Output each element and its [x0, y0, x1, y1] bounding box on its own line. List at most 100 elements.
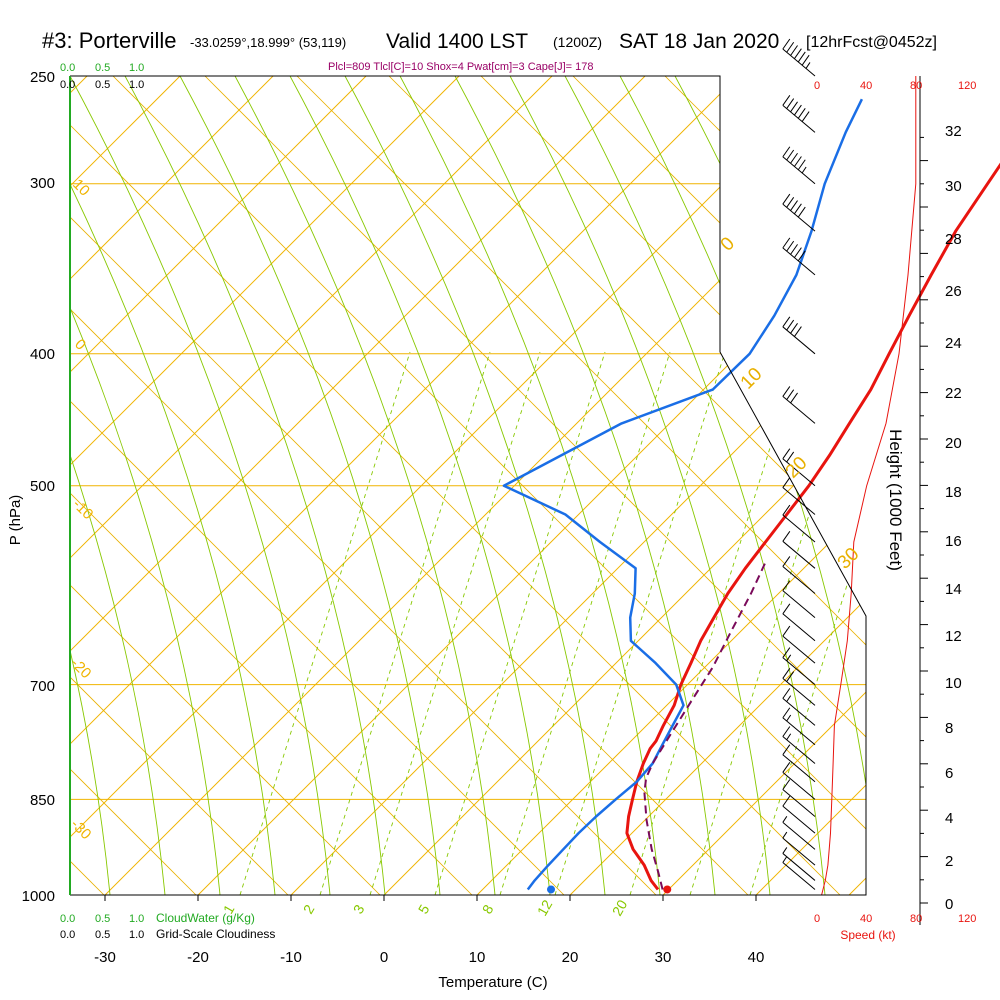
wind-barb-flag [797, 159, 806, 171]
wind-barb [782, 789, 816, 817]
wind-barb-flag [793, 48, 802, 60]
wind-barb-flag [790, 323, 798, 334]
dewpoint-profile [502, 98, 864, 891]
mixing-ratio-line [239, 351, 411, 895]
wind-barb-flag [786, 98, 795, 109]
dry-adiabat-line [70, 76, 749, 895]
wind-barb [782, 48, 816, 77]
moist-adiabat-line [179, 76, 441, 895]
wind-barb [782, 821, 816, 850]
moist-adiabat-line [454, 76, 716, 895]
wind-barb-flag [782, 316, 791, 328]
temperature-profile [625, 162, 1000, 891]
dry-adiabat-line [70, 76, 289, 895]
wind-barb [782, 326, 816, 355]
wind-barb [782, 458, 816, 487]
wind-barb [782, 697, 816, 726]
wind-barb [782, 754, 816, 783]
wind-barb [782, 104, 816, 133]
wind-barb-flag [797, 250, 806, 262]
wind-barb-flag [786, 671, 795, 682]
wind-barb-flag [782, 779, 791, 790]
wind-barb-flag [793, 326, 802, 337]
wind-barb-flag [790, 200, 798, 211]
wind-barb-half [801, 166, 807, 174]
dry-adiabat-line [115, 76, 866, 895]
wind-barb-flag [786, 451, 795, 463]
dry-adiabat-line [70, 76, 565, 895]
isotherm-line [290, 76, 866, 895]
background-grid [0, 0, 1000, 895]
dry-adiabat-line [70, 76, 197, 895]
wind-barb-flag [786, 240, 795, 252]
dry-adiabat-line [575, 76, 866, 895]
plot-frame [70, 75, 867, 896]
wind-barb-flag [801, 54, 810, 66]
wind-barb-flag [782, 556, 791, 567]
wind-barb-flag [782, 386, 791, 397]
dry-adiabat-line [70, 76, 841, 895]
wind-barb-flag [782, 448, 791, 459]
dry-adiabat-line [70, 76, 866, 895]
isotherm-line [70, 76, 541, 895]
wind-barb-flag [782, 762, 791, 773]
wind-barb-flag [793, 203, 802, 215]
mixing-ratio-line [369, 351, 541, 895]
isotherm-line [476, 76, 866, 895]
wind-barb-flag [793, 104, 802, 116]
wind-barb-flag [782, 146, 791, 158]
isotherm-line [197, 76, 866, 895]
surface-temperature-marker [663, 885, 672, 894]
dry-adiabat-line [483, 76, 866, 895]
wind-barb [782, 635, 816, 664]
wind-barb-flag [782, 603, 791, 615]
mixing-ratio-line [499, 351, 671, 895]
wind-barb-flag [782, 647, 791, 658]
moist-adiabat-line [70, 76, 166, 895]
dry-adiabat-line [70, 76, 381, 895]
wind-barb-flag [793, 247, 802, 258]
wind-barb [782, 717, 816, 746]
mixing-ratio-line [319, 351, 491, 895]
moist-adiabat-line [344, 76, 606, 895]
wind-barb-flag [782, 726, 791, 737]
wind-barb-flag [790, 45, 798, 56]
moist-adiabat-line [509, 76, 771, 895]
moist-adiabat-line [289, 76, 551, 895]
wind-barb-half [782, 847, 788, 854]
wind-barb-flag [790, 152, 798, 164]
dry-adiabat-line [70, 76, 473, 895]
wind-barb [782, 247, 816, 276]
wind-barb-flag [801, 111, 810, 122]
wind-barb-flag [790, 244, 798, 255]
wind-barb [782, 566, 816, 594]
wind-barb-flag [793, 156, 802, 167]
wind-barb-flag [782, 668, 791, 679]
wind-barb-flag [782, 625, 791, 637]
wind-barb-flag [782, 38, 791, 50]
dry-adiabat-line [70, 76, 866, 895]
wind-barb [782, 853, 816, 881]
dry-adiabat-line [391, 76, 866, 895]
wind-barb [782, 203, 816, 232]
wind-barb [782, 862, 816, 890]
moist-adiabat-line [70, 76, 276, 895]
wind-barb-flag [782, 531, 791, 542]
moist-adiabat-line [399, 76, 661, 895]
wind-barb-flag [782, 477, 791, 488]
moist-adiabat-line [0, 76, 55, 895]
wind-barb [782, 771, 816, 800]
mixing-ratio-line [434, 351, 606, 895]
wind-barb-flag [782, 688, 791, 699]
wind-barb-flag [782, 504, 791, 516]
wind-barb [782, 736, 816, 764]
wind-barb-flag [797, 206, 806, 218]
surface-dewpoint-marker [547, 885, 556, 894]
isotherm-line [942, 0, 1000, 895]
isotherm-line [569, 76, 866, 895]
isotherm-line [755, 76, 866, 895]
wind-barb-half [782, 831, 788, 839]
isotherm-line [70, 76, 169, 895]
dry-adiabat-line [70, 76, 657, 895]
